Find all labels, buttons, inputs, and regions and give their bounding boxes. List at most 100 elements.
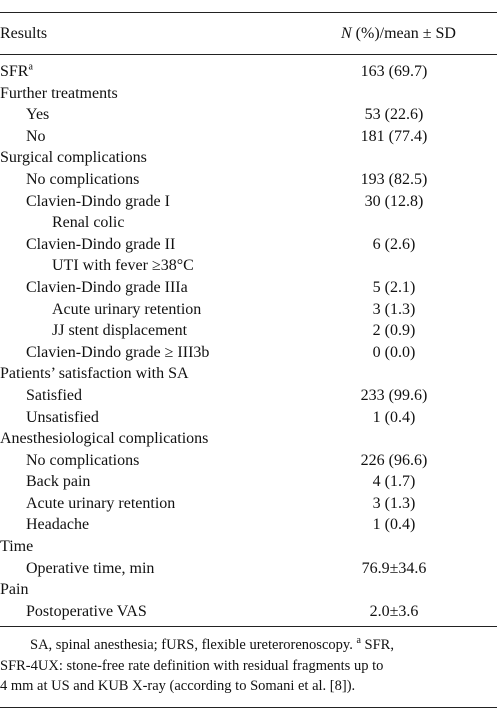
header-rule <box>0 54 497 55</box>
header-results: Results <box>0 25 48 42</box>
row-label-text: Time <box>0 538 34 556</box>
table-row: Acute urinary retention 3 (1.3) <box>0 493 497 515</box>
row-value: 53 (22.6) <box>364 106 424 124</box>
table-row: Pain <box>0 579 497 601</box>
table-row: Clavien-Dindo grade II 6 (2.6) <box>0 234 497 256</box>
header-stat: N (%)/mean ± SD <box>341 24 456 44</box>
row-label-text: Headache <box>26 516 90 534</box>
table-row: Clavien-Dindo grade IIIa 5 (2.1) <box>0 277 497 299</box>
row-label: Surgical complications <box>0 147 147 169</box>
row-value: 0 (0.0) <box>372 343 416 361</box>
table-row: Back pain 4 (1.7) <box>0 471 497 493</box>
footnote-line-1-text: SA, spinal anesthesia; fURS, flexible ur… <box>30 637 357 653</box>
row-label: Clavien-Dindo grade IIIa <box>26 277 188 299</box>
table-row: No 181 (77.4) <box>0 126 497 148</box>
table-row: Yes 53 (22.6) <box>0 104 497 126</box>
table-row: UTI with fever ≥38°C <box>0 255 497 277</box>
row-label-text: Acute urinary retention <box>52 300 202 318</box>
table-row: Renal colic <box>0 212 497 234</box>
footnote-line-3: 4 mm at US and KUB X-ray (according to S… <box>0 678 356 694</box>
row-label-text: Patients’ satisfaction with SA <box>0 365 189 383</box>
row-value: 1 (0.4) <box>372 516 416 534</box>
row-value: 3 (1.3) <box>372 494 416 512</box>
row-value: 233 (99.6) <box>360 386 428 404</box>
row-value: 193 (82.5) <box>360 170 428 188</box>
row-label-text: Operative time, min <box>26 559 155 577</box>
row-label-text: No complications <box>26 170 140 188</box>
row-label: Clavien-Dindo grade I <box>26 191 170 213</box>
row-label-text: Pain <box>0 581 29 599</box>
table-row: Clavien-Dindo grade ≥ III3b 0 (0.0) <box>0 342 497 364</box>
row-label: No <box>26 126 46 148</box>
row-label: Unsatisfied <box>26 407 99 429</box>
footnote-line-1: SA, spinal anesthesia; fURS, flexible ur… <box>0 635 497 656</box>
footnote-sup: a <box>356 635 361 647</box>
table-row: No complications 226 (96.6) <box>0 450 497 472</box>
row-value: 6 (2.6) <box>372 235 416 253</box>
row-label: JJ stent displacement <box>52 320 187 342</box>
row-label: Headache <box>26 514 89 536</box>
row-label-text: JJ stent displacement <box>52 322 188 340</box>
top-rule <box>0 12 497 14</box>
row-label: No complications <box>26 450 139 472</box>
row-label-text: Clavien-Dindo grade I <box>26 192 170 210</box>
row-value: 226 (96.6) <box>360 451 428 469</box>
table-row: Time <box>0 536 497 558</box>
row-value: 1 (0.4) <box>372 408 416 426</box>
row-label-text: Satisfied <box>26 386 82 404</box>
row-label: Postoperative VAS <box>26 601 147 623</box>
row-label: Yes <box>26 104 49 126</box>
table-row: Postoperative VAS 2.0±3.6 <box>0 601 497 623</box>
row-label-text: Further treatments <box>0 84 118 102</box>
row-value: 30 (12.8) <box>364 192 424 210</box>
row-label-text: Yes <box>26 106 50 124</box>
footnote-line-1-tail: SFR, <box>360 637 394 653</box>
row-label-text: No <box>26 127 46 145</box>
table-row: JJ stent displacement 2 (0.9) <box>0 320 497 342</box>
table-row: Anesthesiological complications <box>0 428 497 450</box>
table-footnote: SA, spinal anesthesia; fURS, flexible ur… <box>0 635 497 697</box>
row-value: 3 (1.3) <box>372 300 416 318</box>
table-row: Clavien-Dindo grade I 30 (12.8) <box>0 191 497 213</box>
footnote-line-2: SFR-4UX: stone-free rate definition with… <box>0 657 384 674</box>
row-label: Operative time, min <box>26 558 154 580</box>
row-label: Time <box>0 536 33 558</box>
row-label: Satisfied <box>26 385 82 407</box>
table-row: Patients’ satisfaction with SA <box>0 363 497 385</box>
row-value: 181 (77.4) <box>360 127 428 145</box>
row-label-text: Acute urinary retention <box>26 494 176 512</box>
row-label-text: UTI with fever ≥38°C <box>52 257 194 275</box>
row-value: 4 (1.7) <box>372 473 416 491</box>
table-row: Acute urinary retention 3 (1.3) <box>0 299 497 321</box>
row-value: 163 (69.7) <box>360 63 428 80</box>
row-value: 2 (0.9) <box>372 322 416 340</box>
row-value: 2.0±3.6 <box>369 602 419 620</box>
row-value: 5 (2.1) <box>372 278 416 296</box>
table-row: Headache 1 (0.4) <box>0 514 497 536</box>
row-label-text: Renal colic <box>52 214 125 232</box>
row-label-text: Surgical complications <box>0 149 147 167</box>
row-label: Pain <box>0 579 28 601</box>
bottom-rule <box>0 707 497 709</box>
body-bottom-rule <box>0 626 497 627</box>
table-row: Further treatments <box>0 83 497 105</box>
table-row: Operative time, min 76.9±34.6 <box>0 558 497 580</box>
row-label-text: Back pain <box>26 473 91 491</box>
table-row: Surgical complications <box>0 147 497 169</box>
row-label-text: Clavien-Dindo grade II <box>26 235 176 253</box>
header-n-italic: N <box>341 25 352 42</box>
row-label: SFRa <box>0 61 33 83</box>
row-label: Clavien-Dindo grade ≥ III3b <box>26 342 209 364</box>
row-label: Further treatments <box>0 83 118 105</box>
row-label: Renal colic <box>52 212 124 234</box>
row-label: No complications <box>26 169 139 191</box>
row-label: Acute urinary retention <box>26 493 175 515</box>
row-label-text: No complications <box>26 451 140 469</box>
row-label: UTI with fever ≥38°C <box>52 255 194 277</box>
table-header: Results N (%)/mean ± SD <box>0 12 497 54</box>
row-label: Back pain <box>26 471 90 493</box>
table-body: SFRa 163 (69.7) Further treatments Yes 53 (2… <box>0 61 497 622</box>
row-label: Clavien-Dindo grade II <box>26 234 175 256</box>
row-label: Anesthesiological complications <box>0 428 208 450</box>
